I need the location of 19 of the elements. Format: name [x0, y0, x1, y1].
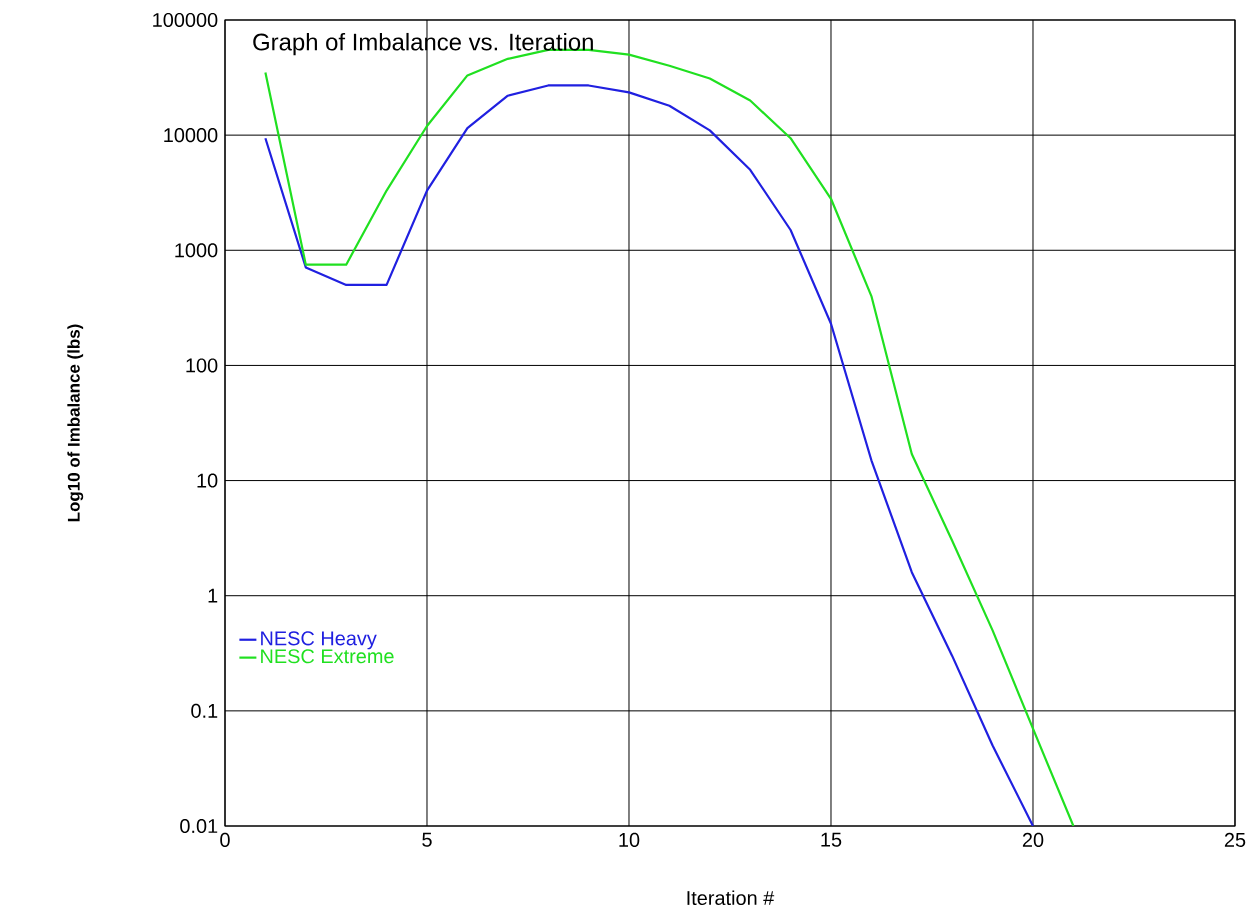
y-tick-label: 1000	[175, 243, 218, 258]
x-tick-label: 25	[1224, 832, 1246, 847]
y-tick-label: 1	[208, 588, 218, 603]
x-tick-label: 15	[821, 832, 842, 847]
y-tick-label: 0.1	[191, 703, 218, 718]
legend-label: NESC Heavy	[261, 631, 377, 650]
y-axis-title: Log10 of Imbalance (lbs)	[67, 324, 84, 522]
x-tick-label: 10	[619, 832, 640, 847]
legend-label: NESC Extreme	[261, 649, 394, 664]
y-tick-label: 100	[186, 358, 218, 373]
y-tick-label: 0.01	[180, 818, 218, 834]
x-tick-label: 0	[220, 832, 230, 847]
y-tick-label: 10	[197, 473, 218, 488]
x-tick-label: 20	[1022, 832, 1044, 847]
y-tick-label: 10000	[164, 128, 218, 143]
y-tick-label: 100000	[153, 12, 218, 28]
x-axis-title: Iteration #	[687, 890, 775, 906]
text: Graph of Imbalance vs. Iteration	[253, 32, 593, 56]
x-tick-label: 5	[422, 832, 432, 847]
